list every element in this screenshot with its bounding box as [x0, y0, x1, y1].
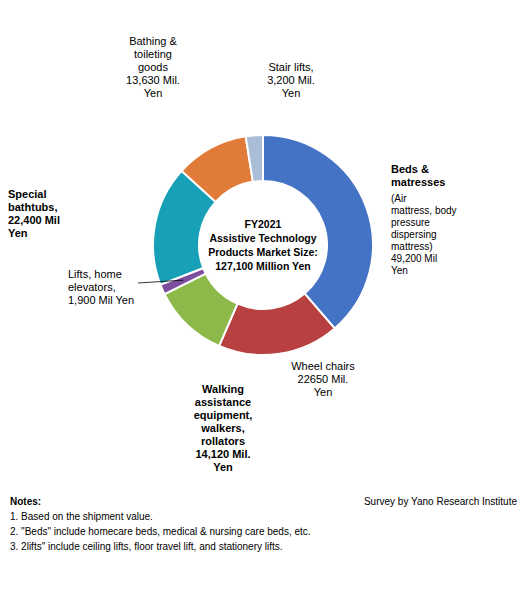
text-line: Stair lifts,: [268, 61, 313, 73]
text-line: bathtubs,: [8, 201, 58, 213]
text-line: Beds &: [391, 163, 429, 175]
slice-label: Lifts, homeelevators,1,900 Mil Yen: [68, 268, 134, 306]
text-line: toileting: [134, 48, 172, 60]
text-line: Walking: [202, 383, 244, 395]
text-line: elevators,: [68, 281, 116, 293]
text-line: Bathing &: [129, 35, 177, 47]
text-line: 1,900 Mil Yen: [68, 294, 134, 306]
text-line: equipment,: [194, 409, 253, 421]
text-line: Lifts, home: [68, 268, 122, 280]
slice: [182, 136, 253, 202]
text-line: FY2021: [245, 218, 282, 230]
text-line: Yen: [282, 87, 301, 99]
text-line: Assistive Technology: [209, 232, 316, 244]
text-line: Special: [8, 188, 47, 200]
text-line: mattress, body: [391, 205, 457, 216]
slice-label: Bathing &toiletinggoods13,630 Mil.Yen: [126, 35, 180, 99]
text-line: matresses: [391, 176, 445, 188]
text-line: pressure: [391, 217, 430, 228]
slice-label: Wheel chairs22650 Mil.Yen: [291, 360, 355, 398]
text-line: Yen: [213, 461, 233, 473]
text-line: Yen: [8, 227, 28, 239]
slice-label: Walkingassistanceequipment,walkers,rolla…: [194, 383, 253, 473]
text-line: Yen: [391, 265, 408, 276]
leader-line: [138, 280, 183, 283]
note: 1. Based on the shipment value.: [10, 511, 153, 522]
note: 2. "Beds" include homecare beds, medical…: [10, 526, 311, 537]
text-line: 14,120 Mil.: [195, 448, 250, 460]
text-line: walkers,: [200, 422, 244, 434]
source: Survey by Yano Research Institute: [364, 496, 517, 507]
text-line: 127,100 Million Yen: [215, 260, 311, 272]
text-line: 22650 Mil.: [298, 373, 349, 385]
text-line: mattress): [391, 241, 433, 252]
title: FY2021 Assistive Technology Products Marke…: [208, 218, 318, 272]
text-line: Products Market Size:: [208, 246, 318, 258]
chart: FY2021 Assistive Technology Products Marke…: [0, 0, 527, 591]
text-line: 49,200 Mil: [391, 253, 437, 264]
slice-label: Stair lifts,3,200 Mil.Yen: [267, 61, 315, 99]
value-label: (Airmattress, bodypressuredispersingmatt…: [391, 193, 457, 276]
text-line: dispersing: [391, 229, 437, 240]
text-line: rollators: [201, 435, 245, 447]
text-line: Yen: [314, 386, 333, 398]
text-line: Wheel chairs: [291, 360, 355, 372]
text-line: 22,400 Mil: [8, 214, 60, 226]
note: 3. 2lifts" include ceiling lifts, floor …: [10, 541, 283, 552]
slices: [153, 135, 373, 355]
slice-label: Specialbathtubs,22,400 MilYen: [8, 188, 60, 239]
text-line: assistance: [195, 396, 251, 408]
text-line: 3,200 Mil.: [267, 74, 315, 86]
text-line: 13,630 Mil.: [126, 74, 180, 86]
slice-label: Beds &matresses: [391, 163, 445, 188]
note: Notes:: [10, 496, 41, 507]
text-line: goods: [138, 61, 168, 73]
text-line: (Air: [391, 193, 407, 204]
text-line: Yen: [144, 87, 163, 99]
slice: [246, 135, 263, 182]
